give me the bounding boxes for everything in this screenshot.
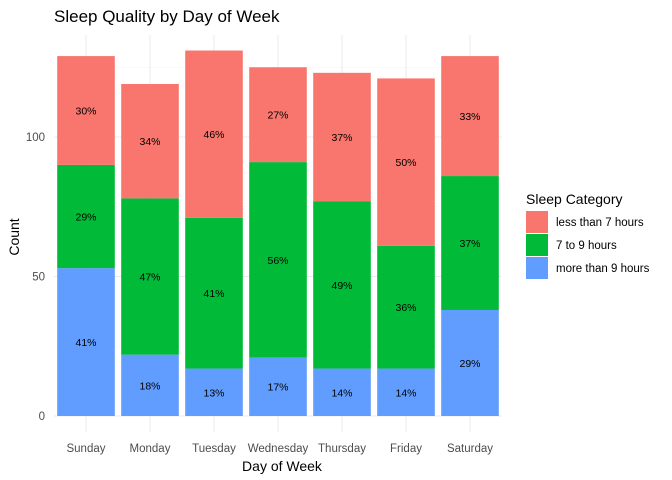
bar-percent-label: 14% — [331, 387, 352, 399]
bar-percent-label: 50% — [395, 157, 416, 169]
bar-segment — [57, 164, 115, 269]
x-tick-label: Sunday — [66, 443, 105, 455]
bar-percent-label: 47% — [139, 272, 160, 284]
y-tick-label: 50 — [32, 272, 45, 284]
bar-percent-label: 36% — [395, 302, 416, 314]
x-axis: Sunday Monday Tuesday Wednesday Thursday Frid… — [66, 443, 493, 455]
legend-swatch — [526, 257, 548, 279]
bar-percent-label: 56% — [267, 255, 288, 267]
bar-percent-label: 29% — [75, 212, 96, 224]
y-axis: 0 50 100 — [26, 132, 45, 423]
bar-percent-label: 30% — [75, 105, 96, 117]
bar-segment — [57, 268, 115, 416]
bar-segment — [249, 162, 307, 358]
bar-labels: 41% 29% 30% 18% 47% 34% 13% 41% 46% 17% 56% 27% 14% 4… — [75, 105, 480, 399]
bar-segment — [313, 72, 371, 202]
bar-percent-label: 41% — [203, 288, 224, 300]
bar-percent-label: 41% — [75, 337, 96, 349]
x-tick-label: Thursday — [318, 443, 366, 455]
bar-percent-label: 46% — [203, 129, 224, 141]
legend-swatch — [526, 211, 548, 233]
bar-percent-label: 14% — [395, 387, 416, 399]
bar-percent-label: 33% — [459, 111, 480, 123]
x-axis-title: Day of Week — [242, 458, 323, 474]
bar-percent-label: 49% — [331, 280, 352, 292]
x-tick-label: Friday — [390, 443, 422, 455]
y-tick-label: 100 — [26, 132, 45, 144]
bar-segment — [441, 56, 499, 177]
legend-label: more than 9 hours — [556, 263, 650, 275]
bar-percent-label: 37% — [331, 132, 352, 144]
bar-percent-label: 18% — [139, 380, 160, 392]
bar-percent-label: 27% — [267, 110, 288, 122]
bar-segment — [377, 368, 435, 416]
bar-segment — [377, 245, 435, 369]
y-tick-label: 0 — [39, 411, 45, 423]
legend-label: less than 7 hours — [556, 217, 644, 229]
legend-label: 7 to 9 hours — [556, 240, 617, 252]
bar-segment — [249, 67, 307, 163]
chart-title: Sleep Quality by Day of Week — [54, 7, 280, 26]
x-tick-label: Saturday — [447, 443, 493, 455]
bars — [57, 50, 499, 416]
bar-segment — [121, 354, 179, 416]
bar-segment — [121, 83, 179, 199]
bar-percent-label: 29% — [459, 358, 480, 370]
bar-segment — [441, 309, 499, 416]
bar-segment — [185, 368, 243, 416]
bar-percent-label: 17% — [267, 382, 288, 394]
bar-percent-label: 13% — [203, 387, 224, 399]
bar-segment — [249, 357, 307, 416]
x-tick-label: Wednesday — [248, 443, 309, 455]
bar-percent-label: 34% — [139, 136, 160, 148]
bar-percent-label: 37% — [459, 238, 480, 250]
legend: Sleep Category less than 7 hours 7 to 9 h… — [526, 191, 650, 279]
y-axis-title: Count — [6, 218, 22, 255]
bar-segment — [57, 56, 115, 165]
bar-segment — [441, 176, 499, 310]
legend-title: Sleep Category — [526, 191, 623, 207]
bar-segment — [313, 368, 371, 416]
bar-segment — [185, 217, 243, 369]
bar-segment — [185, 50, 243, 218]
x-tick-label: Monday — [130, 443, 171, 455]
legend-swatch — [526, 234, 548, 256]
bar-segment — [377, 78, 435, 246]
bar-segment — [313, 201, 371, 369]
x-tick-label: Tuesday — [192, 443, 236, 455]
bar-segment — [121, 198, 179, 355]
